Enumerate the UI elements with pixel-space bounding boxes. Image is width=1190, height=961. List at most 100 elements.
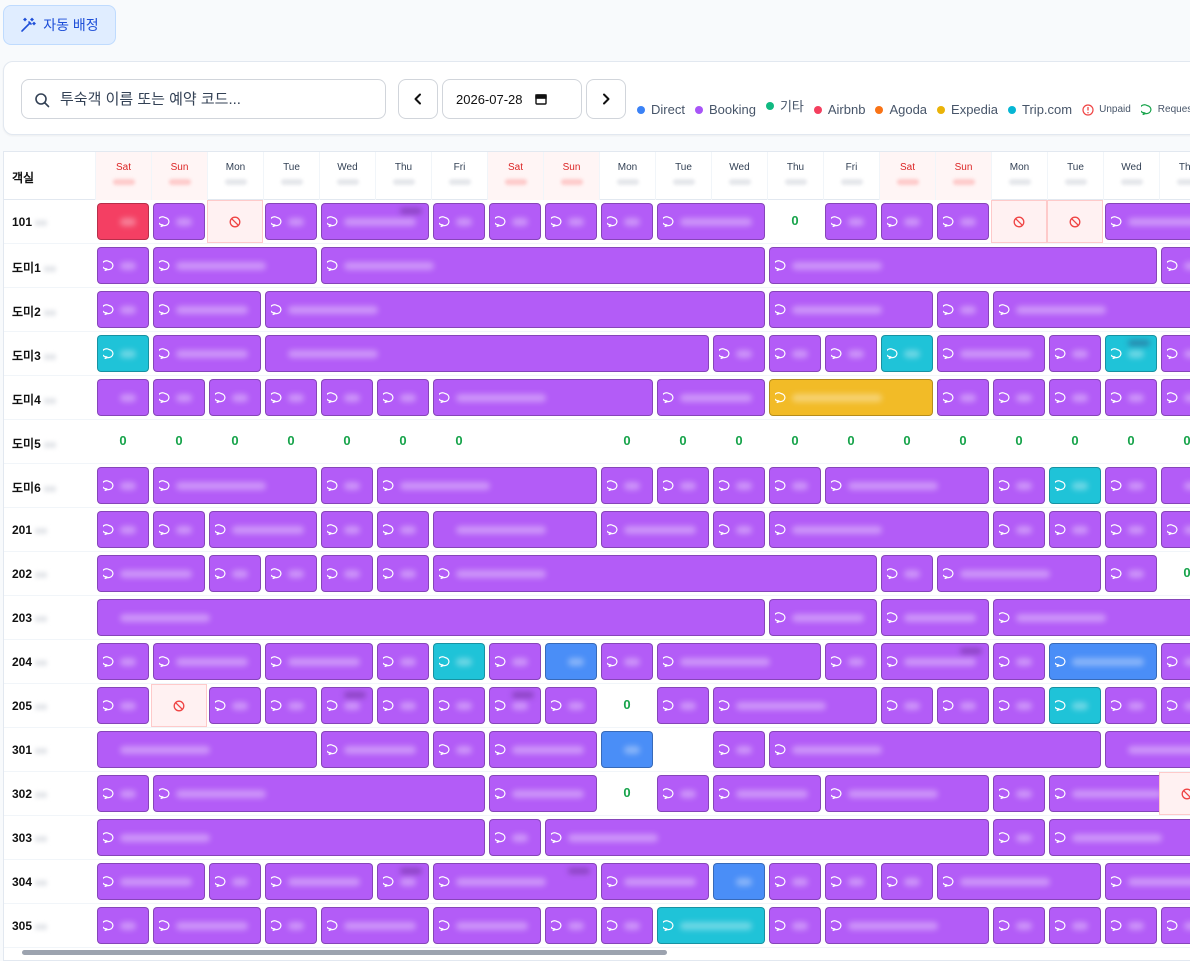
booking-block[interactable] xyxy=(433,555,877,592)
blocked-cell[interactable] xyxy=(1047,200,1103,243)
booking-block[interactable] xyxy=(825,467,989,504)
booking-block[interactable] xyxy=(1049,819,1190,856)
blocked-cell[interactable] xyxy=(207,200,263,243)
vacant-mark[interactable]: 0 xyxy=(767,433,823,448)
booking-block[interactable] xyxy=(1049,687,1101,724)
booking-block[interactable] xyxy=(1105,511,1157,548)
prev-date-button[interactable] xyxy=(398,79,438,119)
booking-block[interactable] xyxy=(377,467,597,504)
vacant-mark[interactable]: 0 xyxy=(767,213,823,228)
booking-block[interactable] xyxy=(545,907,597,944)
booking-block[interactable] xyxy=(265,203,317,240)
booking-block[interactable] xyxy=(881,863,933,900)
booking-block[interactable] xyxy=(881,203,933,240)
booking-block[interactable] xyxy=(825,907,989,944)
booking-block[interactable] xyxy=(377,511,429,548)
vacant-mark[interactable]: 0 xyxy=(431,433,487,448)
booking-block[interactable] xyxy=(545,819,989,856)
booking-block[interactable] xyxy=(265,907,317,944)
booking-block[interactable] xyxy=(153,335,261,372)
booking-block[interactable] xyxy=(321,379,373,416)
booking-block[interactable] xyxy=(97,687,149,724)
booking-block[interactable] xyxy=(769,379,933,416)
booking-block[interactable] xyxy=(1049,379,1101,416)
booking-block[interactable] xyxy=(97,599,765,636)
booking-block[interactable] xyxy=(713,335,765,372)
booking-block[interactable] xyxy=(433,511,597,548)
booking-block[interactable] xyxy=(153,291,261,328)
booking-block[interactable] xyxy=(209,687,261,724)
booking-block[interactable] xyxy=(881,335,933,372)
booking-block[interactable] xyxy=(97,819,485,856)
booking-block[interactable] xyxy=(545,203,597,240)
booking-block[interactable] xyxy=(769,335,821,372)
vacant-mark[interactable]: 0 xyxy=(711,433,767,448)
booking-block[interactable] xyxy=(825,775,989,812)
booking-block[interactable] xyxy=(1105,467,1157,504)
booking-block[interactable] xyxy=(881,643,989,680)
booking-block[interactable] xyxy=(601,511,709,548)
vacant-mark[interactable]: 0 xyxy=(319,433,375,448)
booking-block[interactable] xyxy=(825,643,877,680)
booking-block[interactable] xyxy=(321,247,765,284)
booking-block[interactable] xyxy=(769,291,933,328)
booking-block[interactable] xyxy=(153,379,205,416)
booking-block[interactable] xyxy=(97,467,149,504)
booking-block[interactable] xyxy=(489,731,597,768)
booking-block[interactable] xyxy=(153,511,205,548)
booking-block[interactable] xyxy=(601,907,653,944)
booking-block[interactable] xyxy=(1105,863,1190,900)
booking-block[interactable] xyxy=(1105,379,1157,416)
vacant-mark[interactable]: 0 xyxy=(935,433,991,448)
booking-block[interactable] xyxy=(265,291,765,328)
booking-block[interactable] xyxy=(1161,335,1190,372)
vacant-mark[interactable]: 0 xyxy=(599,785,655,800)
booking-block[interactable] xyxy=(321,467,373,504)
vacant-mark[interactable]: 0 xyxy=(1047,433,1103,448)
blocked-cell[interactable] xyxy=(151,684,207,727)
calendar-icon[interactable] xyxy=(535,93,547,105)
vacant-mark[interactable]: 0 xyxy=(879,433,935,448)
booking-block[interactable] xyxy=(825,335,877,372)
booking-block[interactable] xyxy=(545,643,597,680)
booking-block[interactable] xyxy=(657,203,765,240)
booking-block[interactable] xyxy=(433,643,485,680)
booking-block[interactable] xyxy=(1105,687,1157,724)
booking-block[interactable] xyxy=(153,247,317,284)
booking-block[interactable] xyxy=(657,467,709,504)
booking-block[interactable] xyxy=(97,643,149,680)
booking-block[interactable] xyxy=(377,863,429,900)
booking-block[interactable] xyxy=(489,643,541,680)
booking-block[interactable] xyxy=(993,511,1045,548)
booking-block[interactable] xyxy=(713,731,765,768)
booking-block[interactable] xyxy=(713,775,821,812)
booking-block[interactable] xyxy=(657,687,709,724)
vacant-mark[interactable]: 0 xyxy=(599,433,655,448)
booking-block[interactable] xyxy=(433,863,597,900)
booking-block[interactable] xyxy=(713,863,765,900)
booking-block[interactable] xyxy=(993,819,1045,856)
booking-block[interactable] xyxy=(97,203,149,240)
booking-block[interactable] xyxy=(825,863,877,900)
booking-block[interactable] xyxy=(657,907,765,944)
booking-block[interactable] xyxy=(937,687,989,724)
vacant-mark[interactable]: 0 xyxy=(263,433,319,448)
booking-block[interactable] xyxy=(1105,731,1190,768)
booking-block[interactable] xyxy=(1105,555,1157,592)
booking-block[interactable] xyxy=(937,291,989,328)
booking-block[interactable] xyxy=(993,467,1045,504)
booking-block[interactable] xyxy=(1161,643,1190,680)
vacant-mark[interactable]: 0 xyxy=(823,433,879,448)
booking-block[interactable] xyxy=(1049,467,1101,504)
booking-block[interactable] xyxy=(1049,643,1157,680)
booking-block[interactable] xyxy=(265,335,709,372)
booking-block[interactable] xyxy=(433,203,485,240)
booking-block[interactable] xyxy=(769,599,877,636)
booking-block[interactable] xyxy=(937,203,989,240)
booking-block[interactable] xyxy=(97,863,205,900)
booking-block[interactable] xyxy=(881,599,989,636)
booking-block[interactable] xyxy=(769,907,821,944)
booking-block[interactable] xyxy=(1161,687,1190,724)
booking-block[interactable] xyxy=(881,555,933,592)
booking-block[interactable] xyxy=(377,687,429,724)
